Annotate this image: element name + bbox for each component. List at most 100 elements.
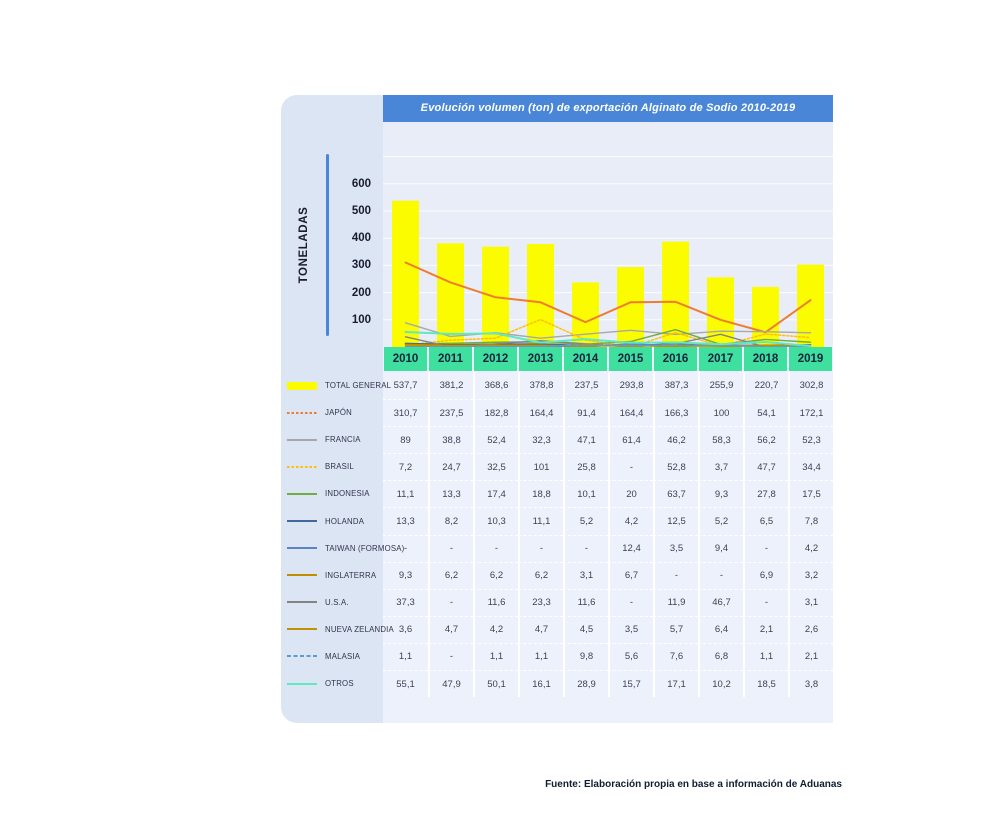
table-cell: 20	[608, 480, 653, 508]
table-cell: 100	[698, 399, 743, 427]
table-cell: 17,5	[788, 480, 833, 508]
table-cell: 10,1	[563, 480, 608, 508]
legend-label: JAPÓN	[325, 408, 352, 418]
legend-swatch-otros-icon	[287, 682, 317, 685]
table-cell: 293,8	[608, 372, 653, 400]
table-cell: 101	[518, 453, 563, 481]
table-cell: 378,8	[518, 372, 563, 400]
table-cell: 8,2	[428, 507, 473, 535]
table-cell: -	[608, 588, 653, 616]
line-series-francia	[404, 322, 812, 339]
legend-swatch-indonesia-icon	[287, 492, 317, 495]
y-axis-tick: 200	[351, 286, 371, 299]
table-cell: 7,2	[383, 453, 428, 481]
table-cell: 46,2	[653, 426, 698, 454]
table-cell: 56,2	[743, 426, 788, 454]
table-cell: 12,5	[653, 507, 698, 535]
legend-swatch-inglaterra-icon	[287, 574, 317, 577]
table-cell: 7,6	[653, 642, 698, 671]
table-cell: 3,7	[698, 453, 743, 481]
legend-label: NUEVA ZELANDIA	[325, 624, 394, 634]
legend-item: INDONESIA	[283, 480, 382, 507]
legend-label: OTROS	[325, 679, 354, 689]
table-cell: 15,7	[608, 670, 653, 698]
legend-item: INGLATERRA	[283, 562, 382, 589]
y-axis-title: TONELADAS	[298, 206, 310, 284]
legend-item: MALASIA	[283, 643, 382, 670]
table-cell: 52,4	[473, 426, 518, 454]
legend-label: BRASIL	[325, 462, 354, 472]
table-cell: 11,1	[383, 480, 428, 508]
chart-svg	[383, 156, 833, 348]
legend-item: FRANCIA	[283, 426, 382, 453]
table-cell: 387,3	[653, 372, 698, 400]
bar-2017	[707, 277, 734, 347]
table-cell: -	[563, 534, 608, 562]
year-header-cell: 2010	[384, 347, 427, 371]
line-series-otros	[404, 331, 812, 347]
table-cell: -	[428, 588, 473, 616]
table-cell: 237,5	[563, 372, 608, 400]
y-axis-tick: 600	[351, 177, 371, 190]
y-axis-tick: 100	[351, 313, 371, 326]
year-header-cell: 2014	[564, 347, 607, 371]
table-cell: 6,5	[743, 507, 788, 535]
table-cell: 2,1	[743, 615, 788, 643]
table-cell: 25,8	[563, 453, 608, 481]
table-cell: 10,3	[473, 507, 518, 535]
legend-swatch-taiwan-formosa-icon	[287, 547, 317, 550]
legend-item: BRASIL	[283, 453, 382, 480]
table-cell: 6,7	[608, 561, 653, 589]
table-cell: 1,1	[383, 642, 428, 671]
table-cell: 302,8	[788, 372, 833, 400]
table-cell: 4,2	[608, 507, 653, 535]
legend-item: OTROS	[283, 670, 382, 697]
table-cell: 3,2	[788, 561, 833, 589]
table-cell: 6,4	[698, 615, 743, 643]
table-cell: 172,1	[788, 399, 833, 427]
table-cell: 1,1	[518, 642, 563, 671]
line-series-jap-n	[404, 261, 812, 334]
y-axis-tick: 500	[351, 205, 371, 217]
table-cell: 10,2	[698, 670, 743, 698]
table-cell: 3,5	[653, 534, 698, 562]
table-cell: 11,1	[518, 507, 563, 535]
table-cell: 6,8	[698, 642, 743, 671]
table-cell: 166,3	[653, 399, 698, 427]
table-cell: 5,7	[653, 615, 698, 643]
table-cell: 16,1	[518, 670, 563, 698]
table-cell: 37,3	[383, 588, 428, 616]
legend-item: JAPÓN	[283, 399, 382, 426]
legend-swatch-nueva-zelandia-icon	[287, 628, 317, 631]
table-cell: 4,7	[518, 615, 563, 643]
legend-item: HOLANDA	[283, 507, 382, 534]
y-axis-line	[326, 154, 329, 336]
table-cell: 368,6	[473, 372, 518, 400]
table-cell: 1,1	[743, 642, 788, 671]
year-header-cell: 2013	[519, 347, 562, 371]
table-cell: 13,3	[383, 507, 428, 535]
legend-swatch-total-general-icon	[287, 381, 317, 390]
table-cell: 6,9	[743, 561, 788, 589]
table-cell: 18,5	[743, 670, 788, 698]
table-cell: 4,2	[788, 534, 833, 562]
bar-2014	[572, 282, 599, 347]
table-cell: 3,6	[383, 615, 428, 643]
year-header-cell: 2015	[609, 347, 652, 371]
table-cell: 1,1	[473, 642, 518, 671]
table-cell: 381,2	[428, 372, 473, 400]
legend-label: MALASIA	[325, 651, 361, 661]
table-cell: -	[698, 561, 743, 589]
table-cell: 4,2	[473, 615, 518, 643]
legend-label: FRANCIA	[325, 435, 361, 445]
table-cell: 34,4	[788, 453, 833, 481]
table-cell: 9,3	[698, 480, 743, 508]
table-cell: 3,1	[788, 588, 833, 616]
table-cell: 27,8	[743, 480, 788, 508]
table-cell: 3,8	[788, 670, 833, 698]
table-cell: 54,1	[743, 399, 788, 427]
bar-2011	[437, 243, 464, 347]
table-cell: 9,8	[563, 642, 608, 671]
chart-title: Evolución volumen (ton) de exportación A…	[383, 95, 833, 122]
table-cell: 9,4	[698, 534, 743, 562]
